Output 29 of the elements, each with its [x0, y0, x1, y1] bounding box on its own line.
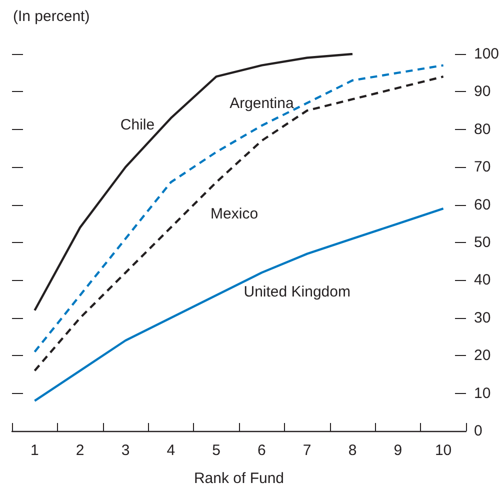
y-tick-label: 60	[474, 196, 491, 214]
x-axis-title: Rank of Fund	[194, 470, 284, 487]
x-tick-label: 10	[434, 442, 452, 459]
y-tick-label: 20	[474, 347, 491, 364]
x-tick-label: 4	[166, 442, 176, 459]
y-tick-label: 0	[474, 422, 482, 440]
y-tick-label: 30	[474, 309, 491, 326]
x-tick-label: 2	[76, 442, 84, 459]
y-tick-label: 10	[474, 384, 491, 402]
x-tick-label: 5	[212, 442, 220, 459]
x-tick-label: 7	[302, 442, 312, 459]
series-label: Chile	[120, 116, 155, 134]
x-tick-label: 8	[348, 442, 357, 459]
y-tick-label: 100	[474, 46, 500, 62]
line-series	[34, 207, 444, 402]
y-tick-label: 40	[474, 272, 491, 289]
x-tick-label: 6	[258, 442, 266, 459]
y-tick-label: 70	[474, 158, 491, 176]
series-label: Argentina	[230, 95, 294, 112]
y-tick-label: 80	[474, 120, 491, 138]
series-label: Mexico	[210, 206, 258, 223]
x-tick-label: 3	[121, 442, 130, 459]
series-label: United Kingdom	[244, 283, 350, 300]
x-tick-label: 9	[394, 442, 402, 459]
line-series	[34, 52, 354, 312]
x-tick-label: 1	[30, 442, 39, 459]
y-tick-label: 90	[474, 83, 491, 100]
chart-subtitle: (In percent)	[13, 8, 90, 25]
y-tick-label: 50	[474, 234, 491, 251]
